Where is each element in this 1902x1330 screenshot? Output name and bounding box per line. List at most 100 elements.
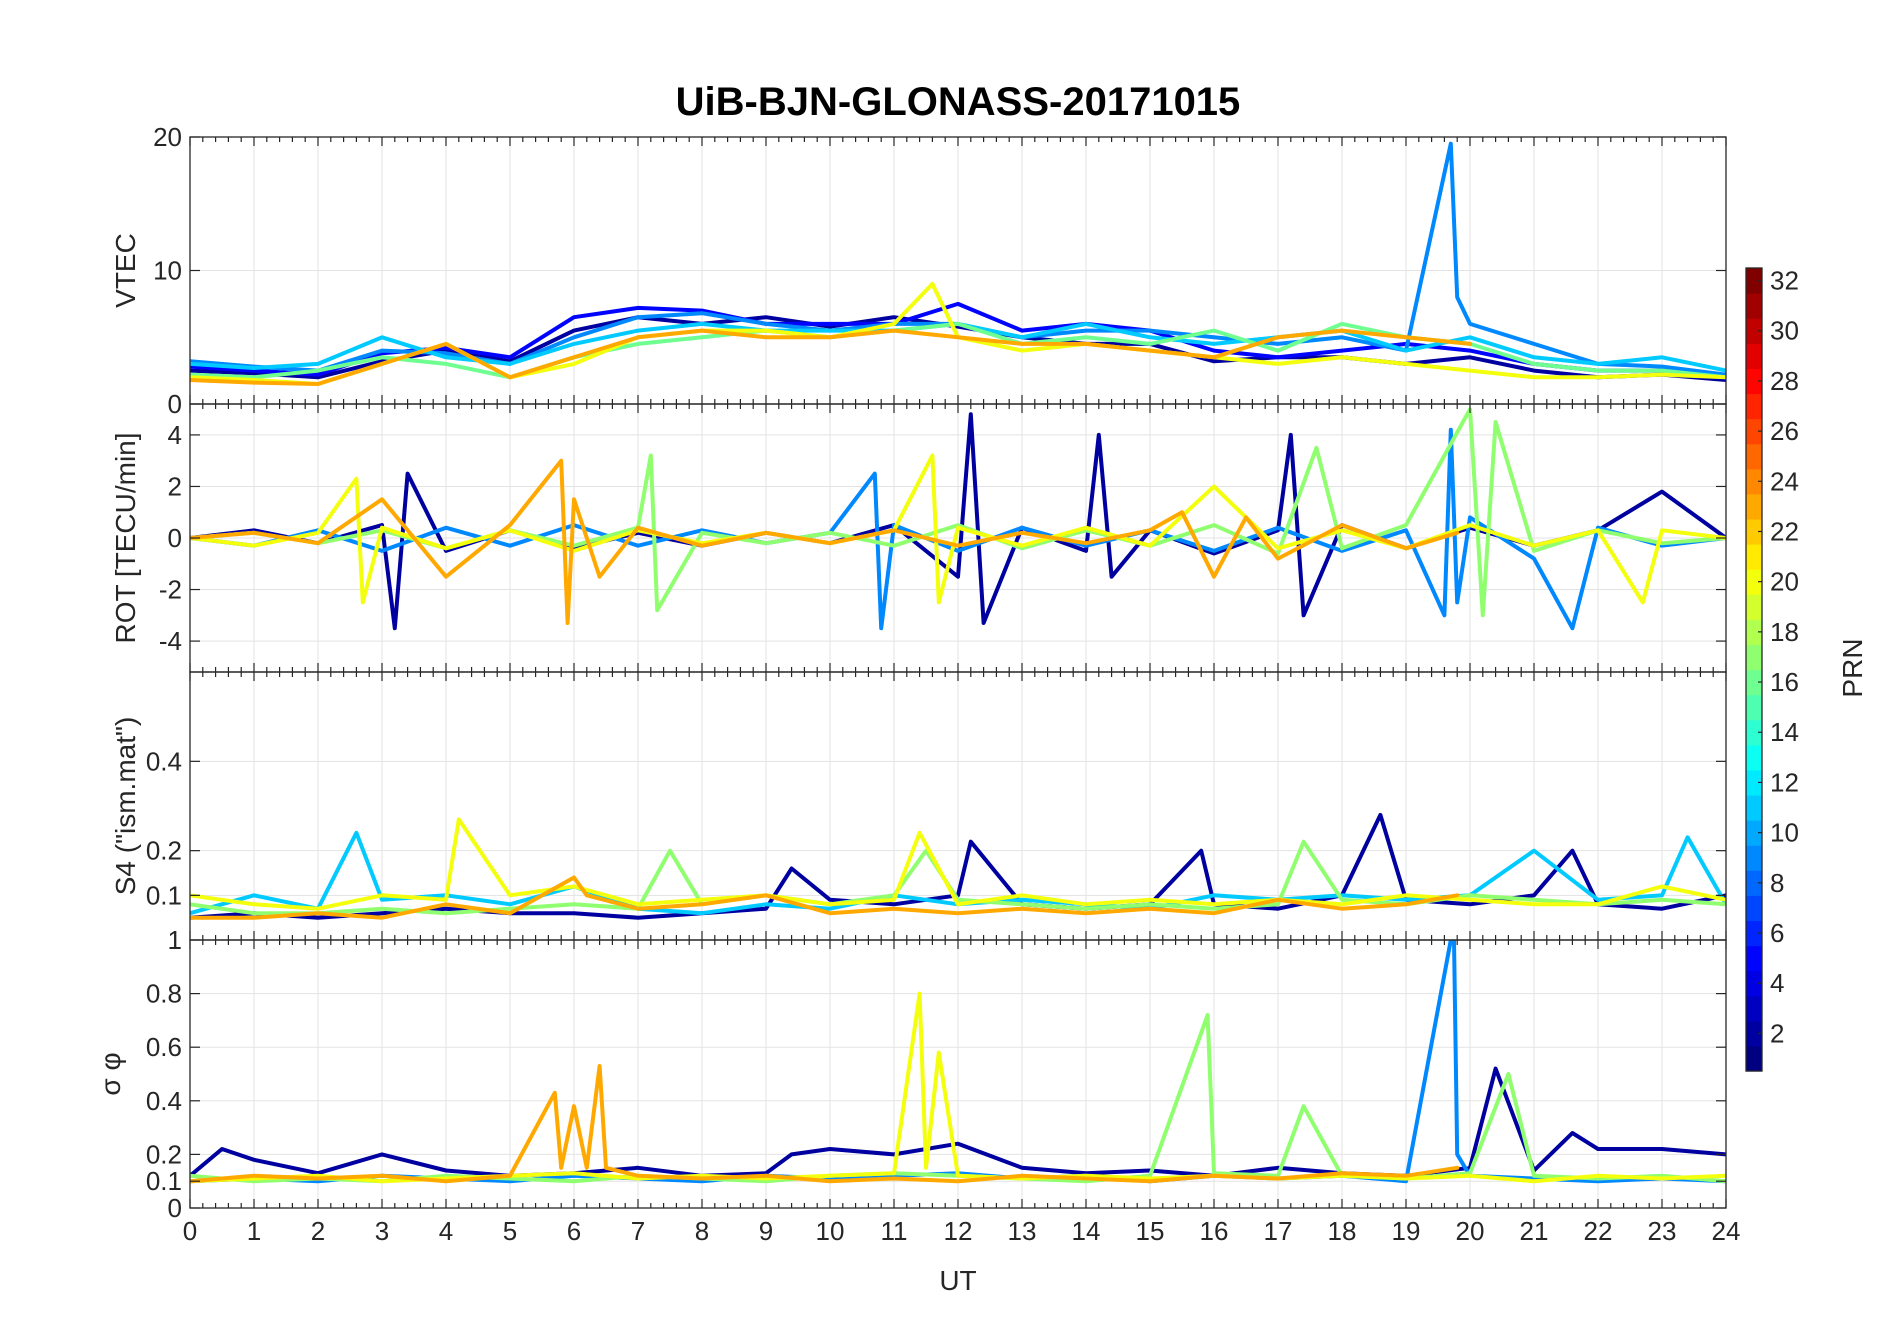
colorbar-swatch <box>1746 644 1762 671</box>
colorbar-swatch <box>1746 518 1762 545</box>
x-tick-label: 13 <box>1008 1216 1037 1246</box>
x-tick-label: 8 <box>695 1216 709 1246</box>
x-tick-label: 15 <box>1136 1216 1165 1246</box>
colorbar-swatch <box>1746 393 1762 420</box>
colorbar-swatch <box>1746 970 1762 997</box>
colorbar-tick-label: 14 <box>1770 717 1799 747</box>
x-tick-label: 0 <box>183 1216 197 1246</box>
series-group <box>190 812 1726 920</box>
y-tick-label: 0.4 <box>146 746 182 776</box>
x-tick-label: 3 <box>375 1216 389 1246</box>
y-axis-label: VTEC <box>110 233 141 308</box>
colorbar-swatch <box>1746 669 1762 696</box>
y-tick-label: 0.6 <box>146 1032 182 1062</box>
colorbar-swatch <box>1746 895 1762 922</box>
x-tick-label: 9 <box>759 1216 773 1246</box>
colorbar-swatch <box>1746 719 1762 746</box>
y-axis-label: σ φ <box>95 1052 126 1095</box>
colorbar-swatch <box>1746 769 1762 796</box>
y-tick-label: 0 <box>168 523 182 553</box>
colorbar-swatch <box>1746 694 1762 721</box>
colorbar-tick-label: 4 <box>1770 968 1784 998</box>
colorbar-swatch <box>1746 318 1762 344</box>
x-tick-label: 22 <box>1584 1216 1613 1246</box>
y-tick-label: 1 <box>168 925 182 955</box>
x-tick-label: 5 <box>503 1216 517 1246</box>
x-tick-label: 21 <box>1520 1216 1549 1246</box>
x-tick-label: 16 <box>1200 1216 1229 1246</box>
y-tick-label: 2 <box>168 471 182 501</box>
colorbar-tick-label: 32 <box>1770 266 1799 296</box>
colorbar-swatch <box>1746 268 1762 294</box>
series-prn-23 <box>190 458 1460 625</box>
y-tick-label: 0.8 <box>146 979 182 1009</box>
x-tick-label: 17 <box>1264 1216 1293 1246</box>
x-tick-label: 20 <box>1456 1216 1485 1246</box>
colorbar-swatch <box>1746 443 1762 470</box>
y-tick-label: -2 <box>159 575 182 605</box>
x-axis: 0 1 2 3 4 5 6 7 8 9 10 11 12 13 14 15 16 17 18 19 20 21 22 23 24 <box>183 1216 1741 1246</box>
colorbar-swatch <box>1746 293 1762 319</box>
panel-3: 0.1 0.2 0.4S4 ("ism.mat") <box>110 671 1727 941</box>
x-tick-label: 6 <box>567 1216 581 1246</box>
colorbar-tick-label: 2 <box>1770 1018 1784 1048</box>
colorbar-label: PRN <box>1837 638 1868 697</box>
x-tick-label: 11 <box>881 1216 908 1246</box>
colorbar-tick-label: 24 <box>1770 466 1799 496</box>
colorbar-swatch <box>1746 845 1762 871</box>
colorbar-swatch <box>1746 945 1762 972</box>
series-group <box>190 407 1726 631</box>
colorbar-tick-label: 22 <box>1770 516 1799 546</box>
colorbar-tick-label: 6 <box>1770 918 1784 948</box>
y-tick-label: 0.4 <box>146 1086 182 1116</box>
y-tick-label: 10 <box>153 256 182 286</box>
colorbar-swatch <box>1746 418 1762 445</box>
colorbar-tick-label: 8 <box>1770 868 1784 898</box>
colorbar-swatch <box>1746 870 1762 896</box>
y-tick-label: 0.2 <box>146 1139 182 1169</box>
colorbar-frame <box>1745 267 1763 1072</box>
panel-2: -4 -2 0 2 4 ROT [TECU/min] <box>110 403 1727 673</box>
series-prn-5 <box>190 301 1726 380</box>
colorbar-tick-label: 12 <box>1770 767 1799 797</box>
colorbar-swatch <box>1746 995 1762 1022</box>
colorbar-swatch <box>1746 1020 1762 1047</box>
colorbar-tick-label: 26 <box>1770 416 1799 446</box>
colorbar-swatch <box>1746 820 1762 846</box>
colorbar-tick-label: 28 <box>1770 366 1799 396</box>
panel-4: 00.10.2 0.4 0.6 0.8 1 σ φ <box>95 925 1727 1223</box>
colorbar-swatch <box>1746 1045 1762 1072</box>
colorbar-tick-label: 30 <box>1770 316 1799 346</box>
colorbar-swatch <box>1746 594 1762 620</box>
x-tick-label: 12 <box>944 1216 973 1246</box>
y-tick-label: 0 <box>168 1193 182 1223</box>
panel-1: 0 10 20 VTEC <box>110 122 1727 419</box>
x-tick-label: 18 <box>1328 1216 1357 1246</box>
series-group <box>190 141 1726 386</box>
y-tick-label: 0.1 <box>146 880 182 910</box>
y-tick-label: 4 <box>168 420 182 450</box>
colorbar-swatch <box>1746 569 1762 595</box>
x-tick-label: 2 <box>311 1216 325 1246</box>
chart-title: UiB-BJN-GLONASS-20171015 <box>676 80 1241 124</box>
colorbar-swatch <box>1746 744 1762 771</box>
series-prn-2 <box>190 1066 1726 1178</box>
series-prn-2 <box>190 315 1726 382</box>
colorbar-swatch <box>1746 794 1762 821</box>
colorbar-swatch <box>1746 544 1762 570</box>
y-tick-label: 0 <box>168 389 182 419</box>
x-tick-label: 14 <box>1072 1216 1101 1246</box>
y-tick-label: -4 <box>159 626 182 656</box>
y-tick-label: 0.1 <box>146 1166 182 1196</box>
colorbar-swatch <box>1746 343 1762 369</box>
series-prn-9 <box>190 427 1726 631</box>
x-tick-label: 4 <box>439 1216 453 1246</box>
y-tick-label: 20 <box>153 122 182 152</box>
x-tick-label: 1 <box>247 1216 261 1246</box>
y-tick-label: 0.2 <box>146 836 182 866</box>
colorbar-tick-label: 16 <box>1770 667 1799 697</box>
series-group <box>190 940 1726 1184</box>
